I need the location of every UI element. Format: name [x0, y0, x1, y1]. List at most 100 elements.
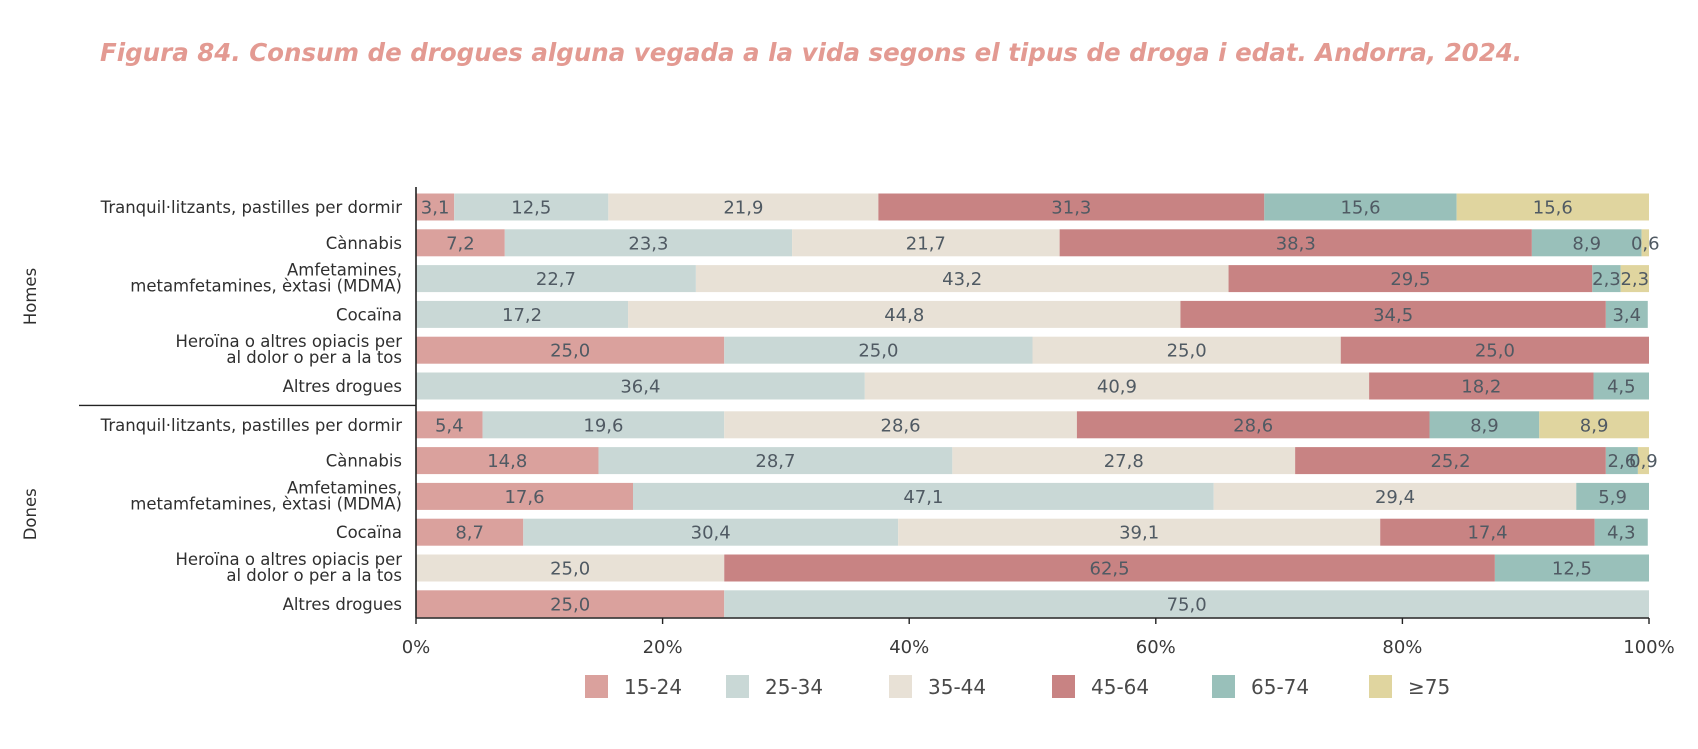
bar-segment-homes-0-5 — [1456, 193, 1649, 221]
value-label: 4,5 — [1607, 377, 1636, 398]
value-label: 27,8 — [1104, 451, 1144, 472]
value-label: 5,4 — [435, 415, 464, 436]
value-label: 15,6 — [1340, 198, 1380, 219]
legend-swatch — [585, 675, 608, 698]
category-label: Heroïna o altres opiacis per — [175, 332, 402, 351]
value-label: 29,5 — [1390, 269, 1430, 290]
value-label: 30,4 — [691, 523, 731, 544]
x-tick-label: 40% — [889, 637, 929, 658]
value-label: 28,6 — [881, 415, 921, 436]
legend: 15-24 25-34 35-44 45-64 65-74 ≥75 — [585, 675, 1450, 699]
bar-segment-homes-0-0 — [416, 193, 455, 221]
bar-segment-homes-2-2 — [695, 265, 1229, 293]
bar-segment-homes-1-3 — [1059, 229, 1532, 257]
bar-segment-dones-4-4 — [1494, 554, 1650, 582]
value-label: 25,0 — [550, 559, 590, 580]
bar-segment-homes-5-2 — [864, 372, 1370, 400]
category-label: Cànnabis — [326, 234, 402, 253]
legend-label: 15-24 — [624, 675, 682, 699]
bar-segment-dones-3-4 — [1594, 518, 1648, 546]
bar-segment-dones-2-4 — [1576, 482, 1649, 510]
value-label: 25,0 — [1167, 341, 1207, 362]
value-label: 8,9 — [1470, 415, 1499, 436]
bar-segment-homes-3-1 — [416, 300, 629, 328]
bar-segment-dones-2-1 — [633, 482, 1214, 510]
value-label: 0,6 — [1631, 233, 1660, 254]
x-tick-label: 80% — [1382, 637, 1422, 658]
bar-segment-homes-2-4 — [1592, 265, 1621, 293]
value-label: 34,5 — [1373, 305, 1413, 326]
value-label: 8,7 — [455, 523, 484, 544]
legend-label: 65-74 — [1251, 675, 1309, 699]
bar-segment-dones-3-3 — [1380, 518, 1595, 546]
bars-layer — [416, 193, 1650, 618]
category-label: al dolor o per a la tos — [226, 566, 402, 585]
category-label: Amfetamines, — [287, 261, 402, 280]
bar-segment-dones-4-2 — [416, 554, 725, 582]
bar-segment-dones-1-1 — [598, 447, 953, 475]
bar-segment-dones-5-1 — [724, 590, 1649, 618]
group-label-homes: Homes — [21, 268, 40, 325]
value-labels-layer: 3,1 12,5 21,9 31,3 15,6 15,6 7,2 23,3 21,7 38,3 8,… — [421, 198, 1660, 616]
category-label: Tranquil·litzants, pastilles per dormir — [100, 198, 403, 217]
legend-label: 35-44 — [928, 675, 986, 699]
bar-segment-dones-0-0 — [416, 411, 483, 439]
bar-segment-homes-3-4 — [1605, 300, 1648, 328]
value-label: 28,7 — [755, 451, 795, 472]
category-label: metamfetamines, èxtasi (MDMA) — [130, 494, 402, 513]
bar-segment-dones-3-2 — [898, 518, 1381, 546]
bar-segment-homes-1-4 — [1531, 229, 1642, 257]
legend-label: 45-64 — [1091, 675, 1149, 699]
value-label: 8,9 — [1572, 233, 1601, 254]
value-label: 40,9 — [1097, 377, 1137, 398]
value-label: 25,0 — [858, 341, 898, 362]
value-label: 21,9 — [723, 198, 763, 219]
value-label: 12,5 — [511, 198, 551, 219]
legend-swatch — [1369, 675, 1392, 698]
value-label: 14,8 — [487, 451, 527, 472]
value-label: 25,0 — [550, 341, 590, 362]
category-label: Heroïna o altres opiacis per — [175, 550, 402, 569]
bar-segment-dones-3-1 — [523, 518, 899, 546]
x-tick-label: 20% — [643, 637, 683, 658]
legend-swatch — [726, 675, 749, 698]
legend-label: 25-34 — [765, 675, 823, 699]
bar-segment-dones-5-0 — [416, 590, 725, 618]
category-label: Cocaïna — [336, 305, 402, 324]
bar-segment-dones-1-5 — [1637, 447, 1649, 475]
bar-segment-homes-1-1 — [504, 229, 793, 257]
value-label: 47,1 — [903, 487, 943, 508]
legend-swatch — [1212, 675, 1235, 698]
legend-swatch — [889, 675, 912, 698]
bar-segment-homes-0-3 — [878, 193, 1265, 221]
value-label: 7,2 — [446, 233, 475, 254]
value-label: 36,4 — [620, 377, 660, 398]
value-label: 38,3 — [1276, 233, 1316, 254]
category-label: Cocaïna — [336, 523, 402, 542]
bar-segment-homes-2-1 — [416, 265, 696, 293]
value-label: 12,5 — [1552, 559, 1592, 580]
category-label: al dolor o per a la tos — [226, 348, 402, 367]
x-tick-label: 60% — [1136, 637, 1176, 658]
value-label: 2,6 — [1608, 451, 1637, 472]
category-label: Tranquil·litzants, pastilles per dormir — [100, 416, 403, 435]
bar-segment-homes-4-2 — [1032, 336, 1341, 364]
bar-segment-dones-0-5 — [1539, 411, 1649, 439]
value-label: 21,7 — [906, 233, 946, 254]
bar-segment-homes-2-3 — [1228, 265, 1593, 293]
bar-segment-homes-2-5 — [1620, 265, 1649, 293]
value-label: 31,3 — [1051, 198, 1091, 219]
bar-segment-homes-4-1 — [724, 336, 1033, 364]
bar-segment-dones-4-3 — [724, 554, 1495, 582]
bar-segment-homes-5-1 — [416, 372, 865, 400]
value-label: 25,0 — [1475, 341, 1515, 362]
bar-segment-homes-3-3 — [1180, 300, 1606, 328]
category-label: Altres drogues — [283, 377, 402, 396]
bar-segment-dones-1-2 — [952, 447, 1296, 475]
value-label: 28,6 — [1233, 415, 1273, 436]
value-label: 25,2 — [1430, 451, 1470, 472]
bar-segment-dones-0-4 — [1429, 411, 1540, 439]
value-label: 17,4 — [1467, 523, 1507, 544]
value-label: 29,4 — [1375, 487, 1415, 508]
bar-segment-homes-1-5 — [1641, 229, 1649, 257]
